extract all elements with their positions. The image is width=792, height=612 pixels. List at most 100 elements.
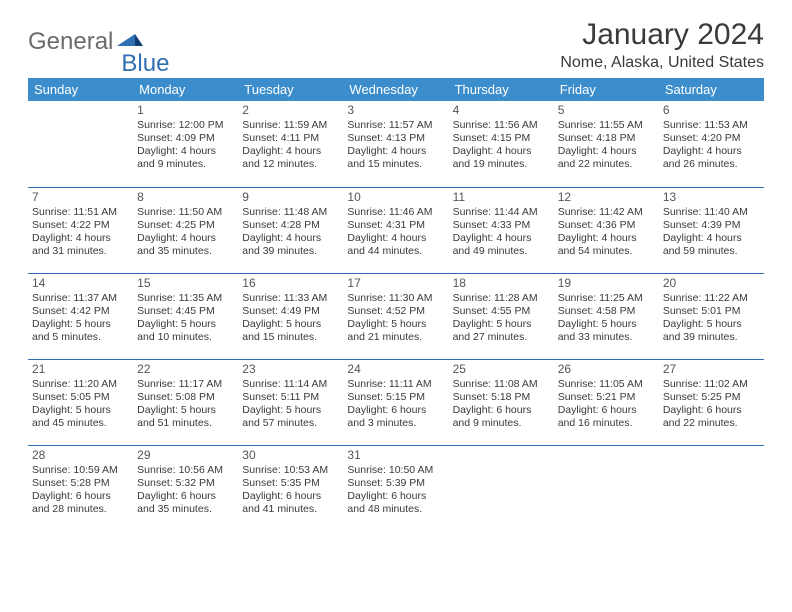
daylight-line-2: and 22 minutes. <box>558 158 655 171</box>
sunset-line: Sunset: 4:11 PM <box>242 132 339 145</box>
day-cell <box>449 445 554 531</box>
sunset-line: Sunset: 5:05 PM <box>32 391 129 404</box>
sunrise-line: Sunrise: 11:48 AM <box>242 206 339 219</box>
daylight-line-1: Daylight: 5 hours <box>347 318 444 331</box>
day-number: 20 <box>663 276 760 291</box>
day-number: 30 <box>242 448 339 463</box>
day-cell: 13Sunrise: 11:40 AMSunset: 4:39 PMDaylig… <box>659 187 764 273</box>
sunset-line: Sunset: 5:18 PM <box>453 391 550 404</box>
sunset-line: Sunset: 4:09 PM <box>137 132 234 145</box>
daylight-line-1: Daylight: 4 hours <box>558 232 655 245</box>
day-cell: 11Sunrise: 11:44 AMSunset: 4:33 PMDaylig… <box>449 187 554 273</box>
sunrise-line: Sunrise: 10:59 AM <box>32 464 129 477</box>
weekday-tuesday: Tuesday <box>238 78 343 101</box>
daylight-line-1: Daylight: 4 hours <box>558 145 655 158</box>
day-number: 8 <box>137 190 234 205</box>
weekday-friday: Friday <box>554 78 659 101</box>
day-cell: 30Sunrise: 10:53 AMSunset: 5:35 PMDaylig… <box>238 445 343 531</box>
daylight-line-2: and 39 minutes. <box>242 245 339 258</box>
daylight-line-2: and 49 minutes. <box>453 245 550 258</box>
daylight-line-2: and 10 minutes. <box>137 331 234 344</box>
daylight-line-2: and 15 minutes. <box>242 331 339 344</box>
daylight-line-2: and 28 minutes. <box>32 503 129 516</box>
weekday-wednesday: Wednesday <box>343 78 448 101</box>
daylight-line-1: Daylight: 4 hours <box>242 232 339 245</box>
sunset-line: Sunset: 5:08 PM <box>137 391 234 404</box>
day-number: 11 <box>453 190 550 205</box>
daylight-line-2: and 44 minutes. <box>347 245 444 258</box>
sunrise-line: Sunrise: 11:05 AM <box>558 378 655 391</box>
day-cell: 22Sunrise: 11:17 AMSunset: 5:08 PMDaylig… <box>133 359 238 445</box>
day-number: 31 <box>347 448 444 463</box>
sunrise-line: Sunrise: 11:42 AM <box>558 206 655 219</box>
day-number: 1 <box>137 103 234 118</box>
sunrise-line: Sunrise: 11:17 AM <box>137 378 234 391</box>
daylight-line-2: and 3 minutes. <box>347 417 444 430</box>
daylight-line-2: and 59 minutes. <box>663 245 760 258</box>
daylight-line-1: Daylight: 6 hours <box>242 490 339 503</box>
daylight-line-2: and 9 minutes. <box>137 158 234 171</box>
day-cell: 20Sunrise: 11:22 AMSunset: 5:01 PMDaylig… <box>659 273 764 359</box>
month-title: January 2024 <box>560 18 764 52</box>
day-number: 27 <box>663 362 760 377</box>
daylight-line-1: Daylight: 5 hours <box>137 404 234 417</box>
daylight-line-2: and 12 minutes. <box>242 158 339 171</box>
day-number: 14 <box>32 276 129 291</box>
daylight-line-1: Daylight: 6 hours <box>558 404 655 417</box>
sunset-line: Sunset: 5:21 PM <box>558 391 655 404</box>
day-number: 15 <box>137 276 234 291</box>
daylight-line-2: and 45 minutes. <box>32 417 129 430</box>
daylight-line-1: Daylight: 6 hours <box>137 490 234 503</box>
sunset-line: Sunset: 4:49 PM <box>242 305 339 318</box>
daylight-line-1: Daylight: 4 hours <box>663 145 760 158</box>
daylight-line-2: and 15 minutes. <box>347 158 444 171</box>
calendar-body: 1Sunrise: 12:00 PMSunset: 4:09 PMDayligh… <box>28 101 764 531</box>
daylight-line-2: and 39 minutes. <box>663 331 760 344</box>
daylight-line-1: Daylight: 6 hours <box>453 404 550 417</box>
day-cell: 31Sunrise: 10:50 AMSunset: 5:39 PMDaylig… <box>343 445 448 531</box>
sunset-line: Sunset: 4:52 PM <box>347 305 444 318</box>
day-cell: 17Sunrise: 11:30 AMSunset: 4:52 PMDaylig… <box>343 273 448 359</box>
sunrise-line: Sunrise: 11:20 AM <box>32 378 129 391</box>
sunset-line: Sunset: 4:28 PM <box>242 219 339 232</box>
weekday-sunday: Sunday <box>28 78 133 101</box>
day-cell: 4Sunrise: 11:56 AMSunset: 4:15 PMDayligh… <box>449 101 554 187</box>
daylight-line-2: and 41 minutes. <box>242 503 339 516</box>
page-header: General Blue January 2024 Nome, Alaska, … <box>28 18 764 72</box>
sunset-line: Sunset: 4:25 PM <box>137 219 234 232</box>
sunset-line: Sunset: 4:13 PM <box>347 132 444 145</box>
daylight-line-2: and 27 minutes. <box>453 331 550 344</box>
sunset-line: Sunset: 4:58 PM <box>558 305 655 318</box>
day-number: 26 <box>558 362 655 377</box>
day-number: 3 <box>347 103 444 118</box>
daylight-line-1: Daylight: 4 hours <box>453 145 550 158</box>
week-row: 14Sunrise: 11:37 AMSunset: 4:42 PMDaylig… <box>28 273 764 359</box>
daylight-line-2: and 31 minutes. <box>32 245 129 258</box>
sunrise-line: Sunrise: 10:56 AM <box>137 464 234 477</box>
sunset-line: Sunset: 4:18 PM <box>558 132 655 145</box>
sunrise-line: Sunrise: 11:11 AM <box>347 378 444 391</box>
daylight-line-1: Daylight: 4 hours <box>453 232 550 245</box>
day-number: 17 <box>347 276 444 291</box>
daylight-line-1: Daylight: 6 hours <box>347 490 444 503</box>
sunset-line: Sunset: 5:35 PM <box>242 477 339 490</box>
sunrise-line: Sunrise: 10:50 AM <box>347 464 444 477</box>
daylight-line-1: Daylight: 5 hours <box>32 318 129 331</box>
daylight-line-1: Daylight: 5 hours <box>558 318 655 331</box>
sunset-line: Sunset: 4:15 PM <box>453 132 550 145</box>
daylight-line-1: Daylight: 6 hours <box>347 404 444 417</box>
day-cell <box>28 101 133 187</box>
sunrise-line: Sunrise: 11:28 AM <box>453 292 550 305</box>
sunset-line: Sunset: 4:22 PM <box>32 219 129 232</box>
daylight-line-1: Daylight: 5 hours <box>242 404 339 417</box>
sunset-line: Sunset: 4:55 PM <box>453 305 550 318</box>
day-cell: 29Sunrise: 10:56 AMSunset: 5:32 PMDaylig… <box>133 445 238 531</box>
sunrise-line: Sunrise: 11:56 AM <box>453 119 550 132</box>
weekday-saturday: Saturday <box>659 78 764 101</box>
daylight-line-1: Daylight: 4 hours <box>32 232 129 245</box>
sunset-line: Sunset: 4:31 PM <box>347 219 444 232</box>
sunset-line: Sunset: 5:01 PM <box>663 305 760 318</box>
sunrise-line: Sunrise: 11:44 AM <box>453 206 550 219</box>
daylight-line-2: and 5 minutes. <box>32 331 129 344</box>
sunrise-line: Sunrise: 11:25 AM <box>558 292 655 305</box>
